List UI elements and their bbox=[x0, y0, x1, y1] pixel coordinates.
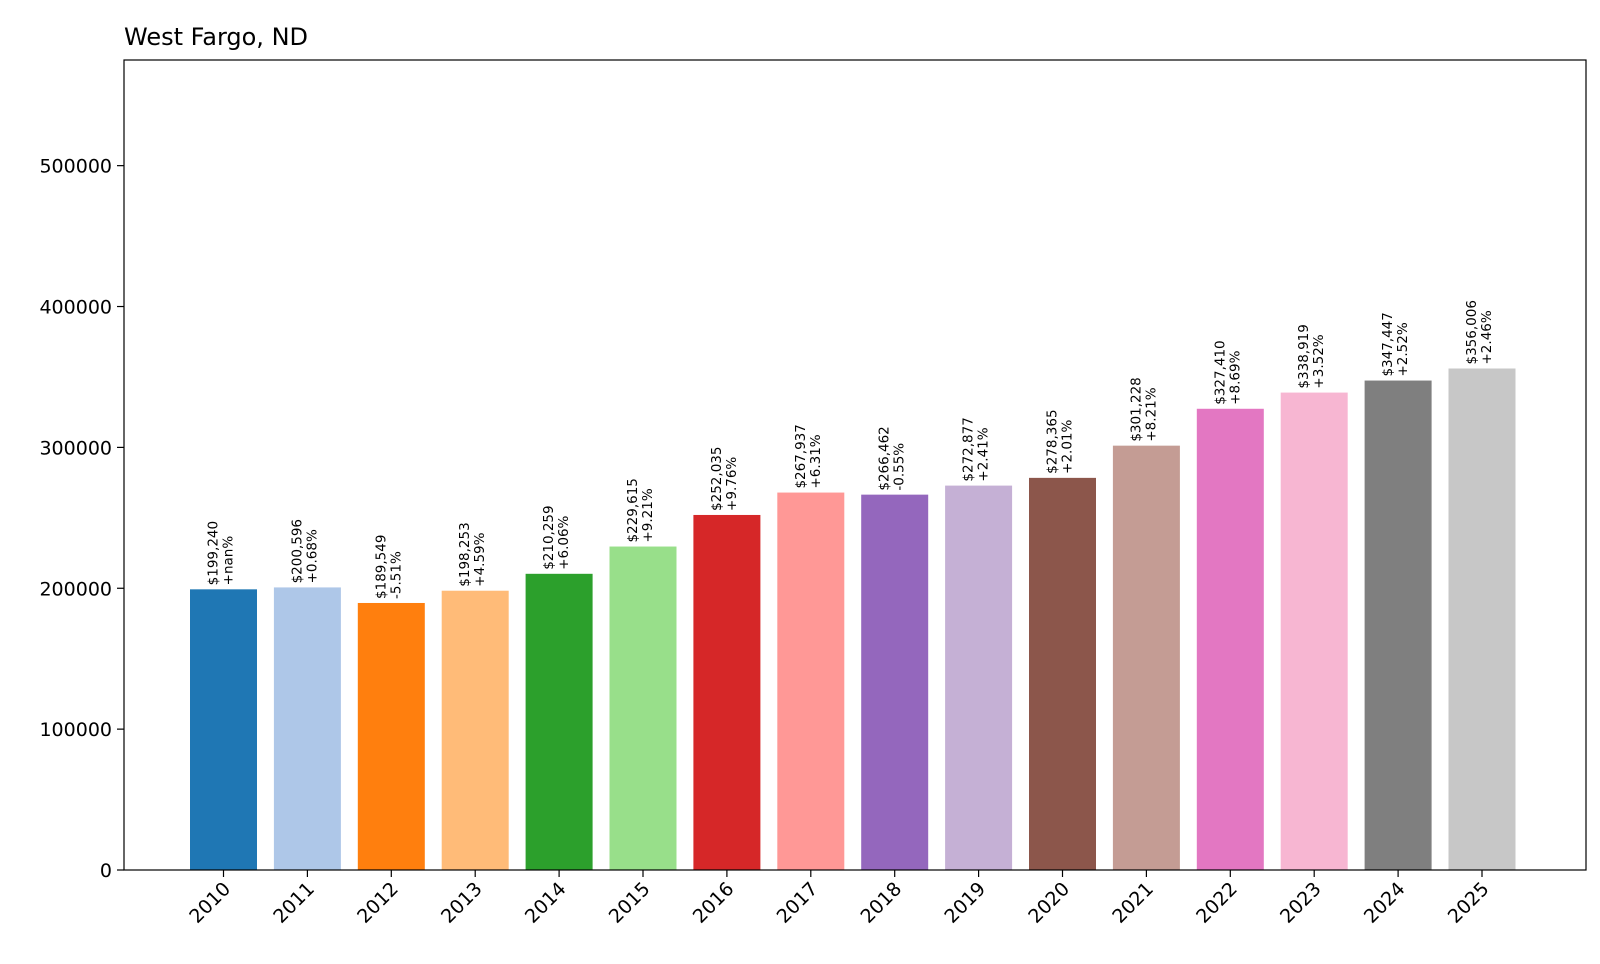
bar-2010 bbox=[190, 589, 257, 870]
data-label-2022: $327,410 +8.69% bbox=[1212, 340, 1243, 404]
bar-2016 bbox=[693, 514, 761, 870]
bar-2017 bbox=[777, 492, 845, 870]
bar-2012 bbox=[357, 602, 425, 870]
value-label: $210,259 bbox=[541, 505, 557, 569]
bar-2014 bbox=[525, 573, 593, 870]
y-tick-label: 300000 bbox=[39, 437, 112, 459]
bar-2011 bbox=[273, 587, 341, 870]
chart-title: West Fargo, ND bbox=[124, 23, 308, 51]
data-label-2013: $198,253 +4.59% bbox=[457, 522, 488, 586]
data-label-2020: $278,365 +2.01% bbox=[1045, 409, 1076, 473]
value-label: $356,006 bbox=[1464, 300, 1480, 364]
value-label: $189,549 bbox=[373, 535, 389, 599]
bar-2024 bbox=[1364, 380, 1432, 870]
data-label-2014: $210,259 +6.06% bbox=[541, 505, 572, 569]
data-label-2017: $267,937 +6.31% bbox=[793, 424, 824, 488]
x-tick-label: 2012 bbox=[353, 878, 403, 928]
y-tick-label: 200000 bbox=[39, 578, 112, 600]
value-label: $301,228 bbox=[1128, 377, 1144, 441]
data-labels-layer: $199,240 +nan% $200,596 +0.68% $189,549 -5.51… bbox=[206, 300, 1496, 599]
change-label: -5.51% bbox=[388, 551, 404, 599]
bars-layer bbox=[190, 368, 1516, 870]
value-label: $267,937 bbox=[793, 424, 809, 488]
x-tick-label: 2015 bbox=[605, 878, 655, 928]
change-label: +8.21% bbox=[1143, 387, 1159, 441]
x-tick-label: 2016 bbox=[689, 878, 739, 928]
change-label: +0.68% bbox=[304, 529, 320, 583]
y-tick-label: 0 bbox=[100, 860, 112, 882]
data-label-2021: $301,228 +8.21% bbox=[1128, 377, 1159, 441]
x-tick-label: 2019 bbox=[940, 878, 990, 928]
data-label-2015: $229,615 +9.21% bbox=[625, 478, 656, 542]
y-axis: 0 100000 200000 300000 400000 500000 bbox=[39, 156, 124, 882]
data-label-2016: $252,035 +9.76% bbox=[709, 447, 740, 511]
bar-2019 bbox=[945, 485, 1013, 870]
change-label: +9.21% bbox=[640, 488, 656, 542]
value-label: $229,615 bbox=[625, 478, 641, 542]
value-label: $347,447 bbox=[1380, 312, 1396, 376]
y-tick-label: 100000 bbox=[39, 719, 112, 741]
bar-2025 bbox=[1448, 368, 1516, 870]
x-tick-label: 2025 bbox=[1444, 878, 1494, 928]
x-tick-label: 2017 bbox=[773, 878, 823, 928]
change-label: +2.01% bbox=[1060, 419, 1076, 473]
value-label: $198,253 bbox=[457, 522, 473, 586]
value-label: $266,462 bbox=[877, 426, 893, 490]
data-label-2023: $338,919 +3.52% bbox=[1296, 324, 1327, 388]
change-label: +8.69% bbox=[1227, 350, 1243, 404]
data-label-2018: $266,462 -0.55% bbox=[877, 426, 908, 490]
y-tick-label: 500000 bbox=[39, 156, 112, 178]
x-tick-label: 2020 bbox=[1024, 878, 1074, 928]
x-tick-label: 2021 bbox=[1108, 878, 1158, 928]
change-label: -0.55% bbox=[892, 443, 908, 491]
bar-2013 bbox=[441, 590, 509, 870]
value-label: $199,240 bbox=[206, 521, 222, 585]
y-tick-label: 400000 bbox=[39, 297, 112, 319]
x-tick-label: 2023 bbox=[1276, 878, 1326, 928]
x-tick-label: 2024 bbox=[1360, 878, 1410, 928]
change-label: +nan% bbox=[221, 536, 237, 586]
x-tick-label: 2013 bbox=[437, 878, 487, 928]
x-axis: 2010 2011 2012 2013 2014 2015 2016 2017 2018 2019… bbox=[185, 870, 1494, 928]
change-label: +2.46% bbox=[1479, 310, 1495, 364]
bar-2023 bbox=[1280, 392, 1348, 870]
plot-frame bbox=[123, 59, 1587, 871]
data-label-2024: $347,447 +2.52% bbox=[1380, 312, 1411, 376]
bar-2022 bbox=[1196, 408, 1264, 870]
bar-2015 bbox=[609, 546, 677, 870]
data-label-2010: $199,240 +nan% bbox=[206, 521, 237, 585]
change-label: +6.31% bbox=[808, 434, 824, 488]
value-label: $252,035 bbox=[709, 447, 725, 511]
change-label: +4.59% bbox=[472, 532, 488, 586]
x-tick-label: 2011 bbox=[269, 878, 319, 928]
value-label: $278,365 bbox=[1045, 409, 1061, 473]
value-label: $200,596 bbox=[289, 519, 305, 583]
data-label-2011: $200,596 +0.68% bbox=[289, 519, 320, 583]
x-tick-label: 2022 bbox=[1192, 878, 1242, 928]
change-label: +3.52% bbox=[1311, 334, 1327, 388]
x-tick-label: 2010 bbox=[185, 878, 235, 928]
bar-2018 bbox=[861, 494, 929, 870]
change-label: +2.52% bbox=[1395, 322, 1411, 376]
x-tick-label: 2018 bbox=[856, 878, 906, 928]
value-label: $338,919 bbox=[1296, 324, 1312, 388]
bar-2020 bbox=[1029, 477, 1096, 870]
data-label-2012: $189,549 -5.51% bbox=[373, 535, 404, 599]
bar-2021 bbox=[1112, 445, 1180, 870]
value-label: $272,877 bbox=[961, 417, 977, 481]
change-label: +9.76% bbox=[724, 457, 740, 511]
value-label: $327,410 bbox=[1212, 340, 1228, 404]
change-label: +2.41% bbox=[976, 427, 992, 481]
x-tick-label: 2014 bbox=[521, 878, 571, 928]
data-label-2025: $356,006 +2.46% bbox=[1464, 300, 1495, 364]
data-label-2019: $272,877 +2.41% bbox=[961, 417, 992, 481]
change-label: +6.06% bbox=[556, 515, 572, 569]
